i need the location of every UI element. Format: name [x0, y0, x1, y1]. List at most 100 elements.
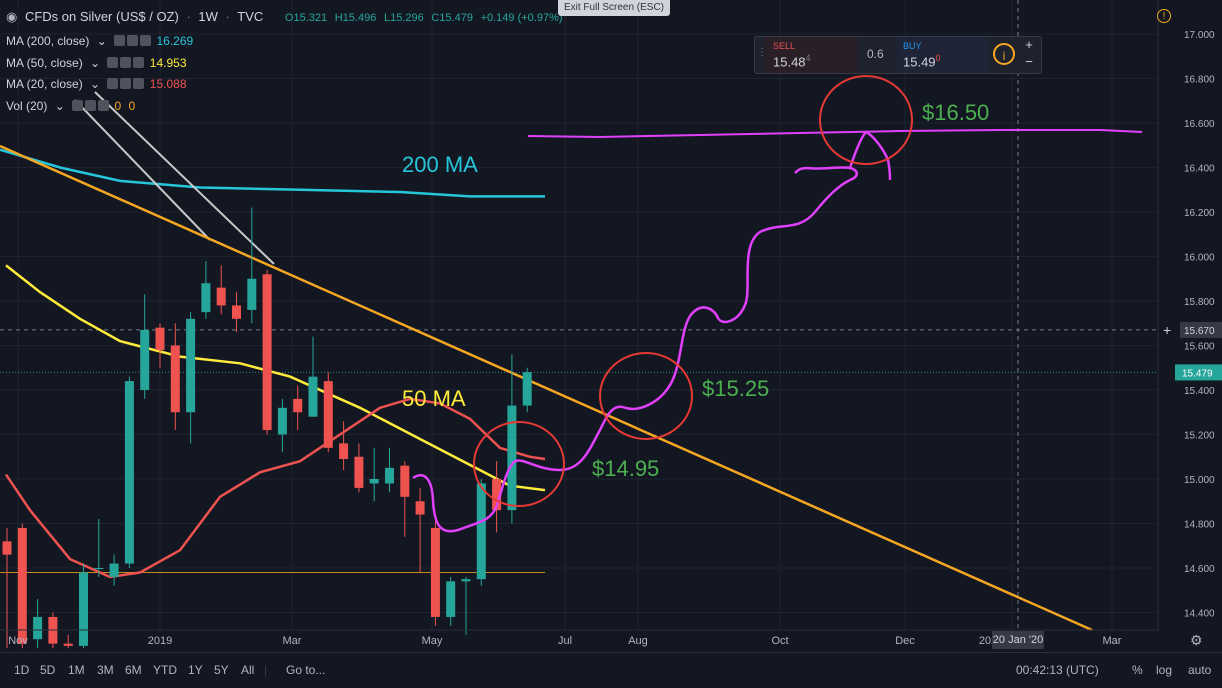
- close-icon[interactable]: [140, 35, 152, 46]
- ma20-legend[interactable]: MA (20, close) ⌄ 15.088: [6, 75, 191, 93]
- ma50-value: 14.953: [149, 56, 187, 70]
- eye-icon[interactable]: [107, 78, 119, 89]
- candle-body: [446, 581, 456, 617]
- range-all[interactable]: All: [241, 663, 255, 677]
- range-5d[interactable]: 5D: [40, 663, 56, 677]
- price-axis[interactable]: 17.000 16.800 16.600 16.400 16.200 16.000 15.8…: [1157, 0, 1222, 630]
- drag-handle-icon[interactable]: ⋮: [757, 47, 767, 58]
- candle-body: [109, 563, 119, 577]
- eye-icon[interactable]: [72, 100, 84, 111]
- candle-body: [476, 483, 486, 580]
- chevron-down-icon[interactable]: ⌄: [96, 34, 107, 48]
- label-1495: $14.95: [592, 456, 659, 481]
- candle-body: [262, 274, 272, 431]
- candle-body: [94, 568, 104, 569]
- grid-lines: [0, 0, 1158, 630]
- minus-button[interactable]: −: [1025, 54, 1033, 69]
- last-price-tag: [1175, 364, 1222, 381]
- candle: [109, 554, 119, 586]
- utc-clock[interactable]: 00:42:13 (UTC): [1016, 663, 1099, 677]
- candle: [94, 519, 104, 577]
- range-1d[interactable]: 1D: [14, 663, 30, 677]
- range-5y[interactable]: 5Y: [214, 663, 229, 677]
- candle: [323, 372, 333, 453]
- candle: [507, 354, 517, 524]
- candle: [354, 443, 364, 493]
- range-1y[interactable]: 1Y: [188, 663, 203, 677]
- trendline-orange: [0, 144, 1093, 632]
- percent-toggle[interactable]: %: [1132, 663, 1143, 677]
- spread-value: 0.6: [867, 47, 884, 61]
- alert-icon[interactable]: !: [1157, 9, 1171, 23]
- candle: [124, 376, 134, 568]
- time-tick-label: Jul: [558, 635, 572, 647]
- price-tick-label: 15.000: [1184, 475, 1215, 486]
- chevron-down-icon[interactable]: ⌄: [54, 99, 65, 113]
- price-tick-label: 17.000: [1184, 30, 1215, 41]
- candle-series: [2, 207, 532, 649]
- price-tick-label: 15.400: [1184, 386, 1215, 397]
- price-tick-label: 16.800: [1184, 75, 1215, 86]
- range-1m[interactable]: 1M: [68, 663, 85, 677]
- settings-gear-icon[interactable]: ⚙: [1190, 632, 1203, 648]
- goto-button[interactable]: Go to...: [286, 663, 326, 677]
- range-6m[interactable]: 6M: [125, 663, 142, 677]
- chevron-down-icon[interactable]: ⌄: [90, 56, 101, 70]
- candle-body: [430, 527, 440, 617]
- candle: [186, 312, 196, 444]
- range-3m[interactable]: 3M: [97, 663, 114, 677]
- label-50-ma: 50 MA: [402, 386, 466, 411]
- eye-icon[interactable]: [114, 35, 126, 46]
- trendline-white-2: [94, 91, 275, 265]
- gear-icon[interactable]: [120, 78, 132, 89]
- chevron-down-icon[interactable]: ⌄: [90, 77, 101, 91]
- crosshair-plus-icon: +: [1163, 322, 1171, 338]
- candle: [293, 385, 303, 431]
- candle: [415, 487, 425, 573]
- candle: [33, 599, 43, 649]
- candle: [476, 479, 486, 586]
- volume-label: Vol (20): [6, 99, 48, 113]
- projection-curve: [412, 130, 892, 533]
- toolbar-divider: |: [264, 663, 268, 677]
- symbol-dropdown-icon[interactable]: ◉: [6, 9, 18, 24]
- time-axis[interactable]: Nov 2019 Mar May Jul Aug Oct Dec 202 Mar: [0, 629, 1158, 647]
- candle-body: [124, 381, 134, 564]
- ma200-legend[interactable]: MA (200, close) ⌄ 16.269: [6, 32, 197, 50]
- volume-legend[interactable]: Vol (20) ⌄ 0 0: [6, 97, 139, 115]
- sell-button[interactable]: SELL 15.484: [765, 37, 857, 73]
- buy-button[interactable]: BUY 15.490: [897, 37, 989, 73]
- sell-label: SELL: [773, 41, 796, 51]
- price-tick-label: 15.800: [1184, 297, 1215, 308]
- gear-icon[interactable]: [127, 35, 139, 46]
- close-icon[interactable]: [133, 57, 145, 68]
- range-ytd[interactable]: YTD: [153, 663, 177, 677]
- time-tick-label: Nov: [8, 635, 28, 647]
- candle: [232, 292, 241, 333]
- gear-icon[interactable]: [120, 57, 132, 68]
- price-tick-label: 16.000: [1184, 253, 1215, 264]
- interval-label[interactable]: 1W: [198, 9, 218, 24]
- candle-body: [186, 318, 196, 413]
- close-icon[interactable]: [98, 100, 110, 111]
- candle-body: [33, 616, 43, 640]
- gear-icon[interactable]: [85, 100, 97, 111]
- log-toggle[interactable]: log: [1156, 663, 1173, 677]
- auto-toggle[interactable]: auto: [1188, 663, 1212, 677]
- crosshair-date-label: 20 Jan '20: [992, 631, 1044, 649]
- candle-body: [63, 643, 73, 646]
- close-icon[interactable]: [133, 78, 145, 89]
- ma50-legend[interactable]: MA (50, close) ⌄ 14.953: [6, 54, 191, 72]
- symbol-title[interactable]: CFDs on Silver (US$ / OZ): [24, 9, 179, 24]
- eye-icon[interactable]: [107, 57, 119, 68]
- time-tick-label: Mar: [1103, 635, 1122, 647]
- candle-body: [79, 572, 88, 646]
- candle-body: [155, 327, 165, 350]
- last-price-label: 15.479: [1182, 368, 1213, 379]
- time-tick-label: Dec: [895, 635, 915, 647]
- info-icon[interactable]: i: [993, 43, 1015, 65]
- candle-body: [369, 479, 379, 484]
- exit-fullscreen-tooltip[interactable]: Exit Full Screen (ESC): [558, 0, 670, 16]
- plus-button[interactable]: +: [1025, 37, 1033, 52]
